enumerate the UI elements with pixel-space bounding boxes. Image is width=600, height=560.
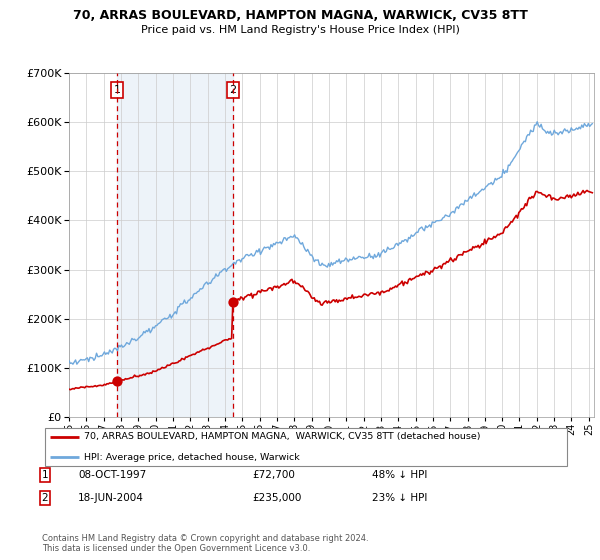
Text: 23% ↓ HPI: 23% ↓ HPI: [372, 493, 427, 503]
Text: 48% ↓ HPI: 48% ↓ HPI: [372, 470, 427, 480]
Text: 18-JUN-2004: 18-JUN-2004: [78, 493, 144, 503]
Text: 1: 1: [41, 470, 49, 480]
Text: 08-OCT-1997: 08-OCT-1997: [78, 470, 146, 480]
Text: 70, ARRAS BOULEVARD, HAMPTON MAGNA, WARWICK, CV35 8TT: 70, ARRAS BOULEVARD, HAMPTON MAGNA, WARW…: [73, 9, 527, 22]
Bar: [117, 73, 233, 417]
Text: 2: 2: [41, 493, 49, 503]
Text: HPI: Average price, detached house, Warwick: HPI: Average price, detached house, Warw…: [84, 452, 300, 461]
Text: Contains HM Land Registry data © Crown copyright and database right 2024.
This d: Contains HM Land Registry data © Crown c…: [42, 534, 368, 553]
Text: Price paid vs. HM Land Registry's House Price Index (HPI): Price paid vs. HM Land Registry's House …: [140, 25, 460, 35]
Text: £235,000: £235,000: [252, 493, 301, 503]
Text: 2: 2: [229, 85, 236, 95]
FancyBboxPatch shape: [44, 428, 568, 465]
Point: [112, 377, 122, 386]
Text: 1: 1: [113, 85, 121, 95]
Text: 70, ARRAS BOULEVARD, HAMPTON MAGNA,  WARWICK, CV35 8TT (detached house): 70, ARRAS BOULEVARD, HAMPTON MAGNA, WARW…: [84, 432, 481, 441]
Text: £72,700: £72,700: [252, 470, 295, 480]
Point: [228, 297, 238, 306]
